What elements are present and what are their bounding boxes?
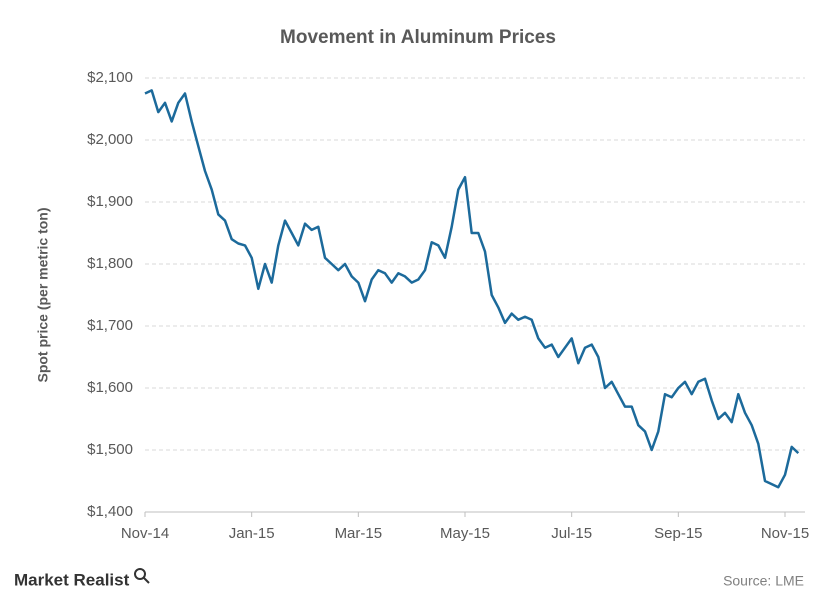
y-axis-label: Spot price (per metric ton)	[35, 207, 51, 382]
logo-icon	[134, 568, 146, 580]
x-tick-label: Nov-14	[121, 525, 169, 542]
x-tick-label: Sep-15	[654, 525, 702, 542]
source: Source: LME	[723, 573, 804, 589]
y-tick-label: $2,000	[87, 131, 133, 148]
x-tick-label: Jan-15	[229, 525, 275, 542]
logo-icon	[143, 577, 150, 584]
y-tick-label: $1,500	[87, 441, 133, 458]
x-tick-label: Nov-15	[761, 525, 809, 542]
y-tick-label: $1,900	[87, 193, 133, 210]
x-tick-label: Mar-15	[335, 525, 383, 542]
y-tick-label: $2,100	[87, 69, 133, 86]
x-tick-label: Jul-15	[551, 525, 592, 542]
y-tick-label: $1,800	[87, 255, 133, 272]
x-tick-label: May-15	[440, 525, 490, 542]
y-tick-label: $1,600	[87, 379, 133, 396]
y-tick-label: $1,400	[87, 503, 133, 520]
y-tick-label: $1,700	[87, 317, 133, 334]
chart-title: Movement in Aluminum Prices	[280, 27, 556, 48]
logo: Market Realist	[14, 570, 130, 589]
line-series	[144, 89, 800, 489]
